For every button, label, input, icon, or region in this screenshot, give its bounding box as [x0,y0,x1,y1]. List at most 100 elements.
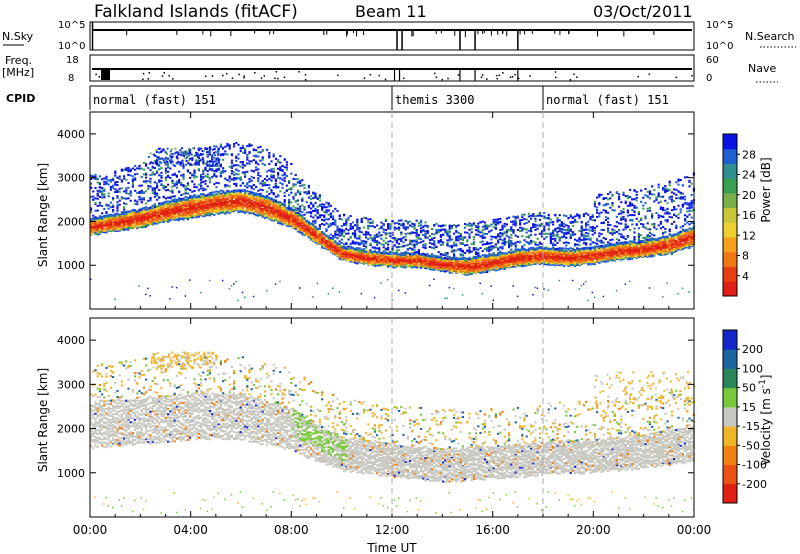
power-cell [184,196,187,199]
power-cell [90,221,93,224]
power-cell [237,153,240,156]
power-cell [327,225,330,228]
power-cell [272,153,275,156]
power-cell [204,203,207,206]
power-cell [263,206,266,209]
power-cell [307,186,310,189]
power-cell [153,192,156,195]
power-cell [235,194,238,197]
power-cell [248,150,251,153]
power-cell [301,224,304,227]
power-cell [252,159,255,162]
power-cell [112,225,115,228]
power-cell [200,203,203,206]
power-cell [365,231,368,234]
power-cell [178,219,181,222]
power-cell [345,246,348,249]
power-cell [107,195,110,198]
power-cell [164,169,167,172]
power-cell [277,214,280,217]
power-cell [164,216,167,219]
power-cell [109,221,112,224]
power-cell [208,203,211,206]
power-cell [116,204,119,207]
power-cell [281,169,284,172]
power-cell [259,145,262,148]
power-cell [323,206,326,209]
power-cell [296,203,299,206]
power-cell [268,187,271,190]
power-cell [356,225,359,228]
power-cell [211,192,214,195]
power-cell [90,195,93,198]
power-cell [171,205,174,208]
power-cell [136,200,139,203]
power-cell [224,207,227,210]
power-cell [94,201,97,204]
power-cell [114,298,116,300]
power-cell [224,191,227,194]
power-cell [204,194,207,197]
power-cell [250,207,253,210]
power-cell [252,192,255,195]
power-cell [142,207,145,210]
power-cell [296,181,299,184]
power-cell [138,220,141,223]
power-cell [215,190,218,193]
power-cell [338,291,341,293]
power-cell [153,216,156,219]
power-cell [235,159,238,162]
power-cell [206,195,209,198]
power-cell [120,227,123,230]
power-cell [191,202,194,205]
power-cell [303,191,306,194]
power-cell [367,227,370,230]
power-cell [173,173,176,176]
power-cell [288,180,291,183]
power-cell [142,225,145,228]
freq-strip: Freq. [MHz] 18 8 60 0 Nave [2,54,778,84]
power-cell [96,220,99,223]
power-cell [191,180,194,183]
power-cell [109,180,112,183]
power-cell [332,248,335,251]
power-cell [316,242,319,245]
power-cell [259,201,262,204]
power-cell [160,174,163,177]
power-cell [307,184,310,187]
power-cell [96,232,99,235]
power-cell [292,220,295,223]
power-cell [314,209,317,212]
power-cell [222,153,225,156]
power-cell [186,216,189,219]
power-cell [288,181,291,184]
power-cell [208,177,211,180]
power-cell [235,184,238,187]
power-cell [222,197,225,200]
power-cell [92,218,95,221]
power-cell [175,286,178,289]
power-cell [171,286,173,288]
power-cell [96,230,99,233]
power-cell [310,212,313,215]
power-cell [197,189,200,192]
power-cell [173,198,176,201]
power-cell [105,176,108,179]
power-cell [98,229,101,232]
power-cell [219,204,222,207]
power-cell [219,198,222,201]
power-cell [92,217,95,220]
power-cell [274,283,277,285]
power-cell [239,150,242,153]
power-cell [162,201,165,204]
power-cell [92,232,95,235]
power-cell [197,149,200,152]
power-cell [233,193,236,196]
power-cell [329,222,332,225]
power-cell [244,184,247,187]
power-cell [193,169,196,172]
power-cell [237,202,240,205]
power-cell [217,203,220,206]
power-cell [261,182,264,185]
power-cell [257,189,260,192]
